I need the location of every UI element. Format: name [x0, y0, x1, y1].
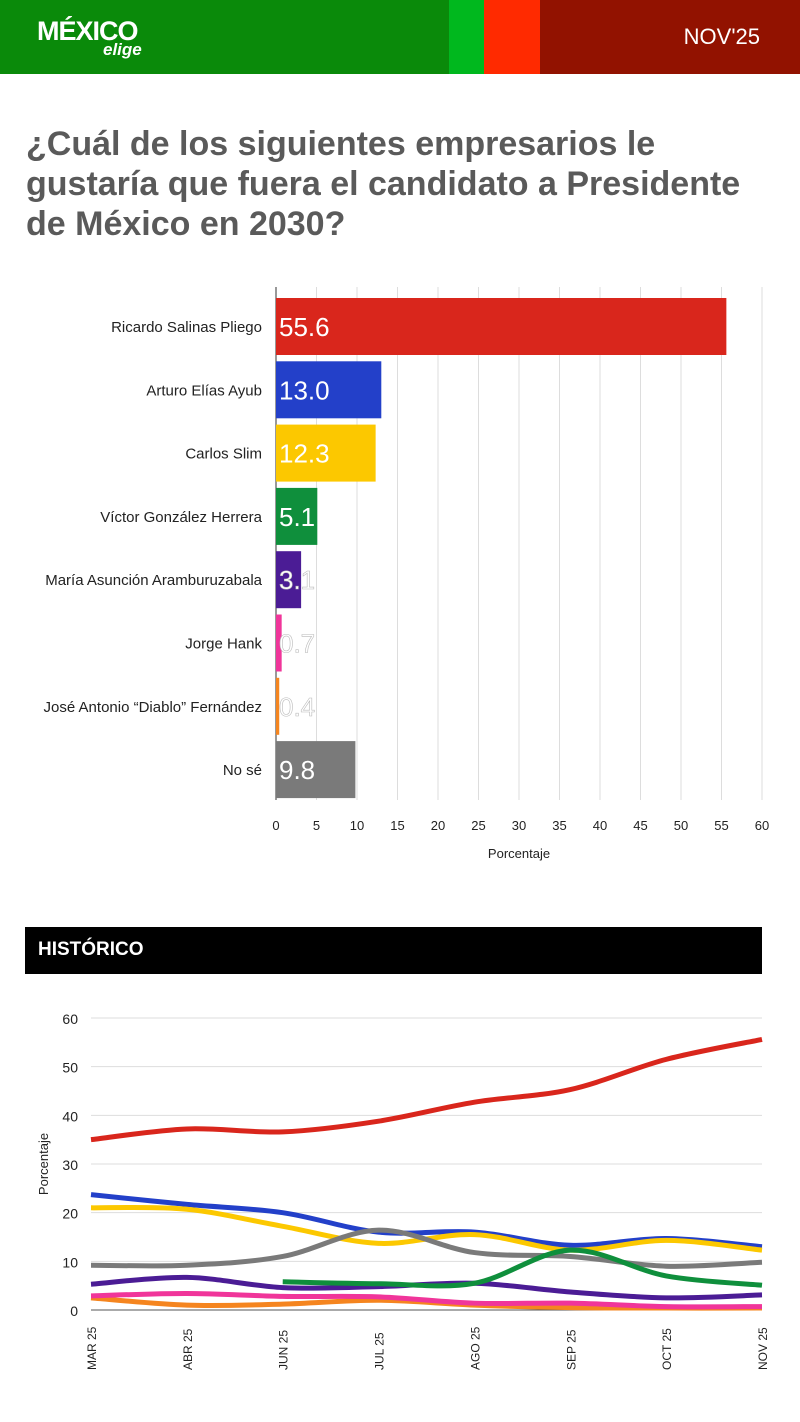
- category-label: Carlos Slim: [185, 446, 262, 463]
- bar: [276, 424, 376, 482]
- edition-date: NOV'25: [683, 24, 760, 49]
- data-label: 12.3: [279, 439, 330, 469]
- bar: [276, 741, 356, 799]
- historico-label: HISTÓRICO: [38, 939, 144, 960]
- category-label: No sé: [223, 762, 262, 779]
- line-chart: 0 10 20 30 40 50 60 MAR 25 ABR 25 JUN 25 JUL 25 AGO…: [36, 1011, 770, 1370]
- y-tick-label: 60: [62, 1011, 78, 1027]
- flag-stripe-darkred: [540, 0, 800, 74]
- series-line: [282, 1247, 763, 1289]
- x-tick-label: 40: [593, 818, 607, 833]
- series-line: [90, 1290, 763, 1310]
- x-tick-label: 45: [633, 818, 647, 833]
- y-tick-label: 0: [70, 1303, 78, 1319]
- x-tick-label: 35: [552, 818, 566, 833]
- category-label: José Antonio “Diablo” Fernández: [44, 699, 262, 716]
- x-tick-label: SEP 25: [564, 1329, 578, 1370]
- logo-main: MÉXICO: [37, 16, 139, 46]
- header-banner: MÉXICO elige NOV'25: [0, 0, 800, 74]
- logo-sub: elige: [103, 40, 142, 59]
- x-tick-label: 10: [350, 818, 364, 833]
- category-label: Jorge Hank: [185, 636, 262, 653]
- x-tick-label: OCT 25: [660, 1328, 674, 1370]
- x-tick-label: 5: [313, 818, 320, 833]
- x-tick-label: 60: [755, 818, 769, 833]
- category-label: Arturo Elías Ayub: [146, 382, 262, 399]
- y-tick-label: 10: [62, 1254, 78, 1270]
- flag-stripe-lightgreen: [449, 0, 484, 74]
- data-label: 5.1: [279, 502, 315, 532]
- historico-header: HISTÓRICO: [25, 927, 762, 974]
- page-title: ¿Cuál de los siguientes empresarios le g…: [26, 125, 741, 243]
- bar: [276, 298, 727, 355]
- logo: MÉXICO elige: [37, 16, 142, 59]
- x-tick-label: 30: [512, 818, 526, 833]
- flag-stripe-red: [484, 0, 540, 74]
- x-tick-label: JUL 25: [373, 1332, 387, 1370]
- data-label: 13.0: [279, 375, 330, 405]
- bar: [276, 551, 302, 609]
- x-tick-label: MAR 25: [85, 1326, 99, 1370]
- series-line: [90, 1204, 763, 1253]
- x-tick-label: 20: [431, 818, 445, 833]
- data-label: 0.4: [279, 692, 315, 722]
- x-tick-label: 50: [674, 818, 688, 833]
- y-tick-label: 50: [62, 1060, 78, 1076]
- x-axis-title: Porcentaje: [488, 846, 550, 861]
- category-label: Ricardo Salinas Pliego: [111, 319, 262, 336]
- data-label: 55.6: [279, 312, 330, 342]
- y-axis-title: Porcentaje: [36, 1133, 51, 1195]
- x-tick-label: ABR 25: [181, 1328, 195, 1370]
- bar: [276, 614, 282, 672]
- series-line: [90, 1227, 763, 1269]
- x-tick-label: 55: [714, 818, 728, 833]
- y-tick-label: 40: [62, 1108, 78, 1124]
- x-tick-label: 15: [390, 818, 404, 833]
- category-label: Víctor González Herrera: [100, 509, 262, 526]
- x-tick-label: NOV 25: [756, 1327, 770, 1370]
- x-tick-label: 0: [272, 818, 279, 833]
- y-tick-label: 30: [62, 1157, 78, 1173]
- category-label: María Asunción Aramburuzabala: [45, 572, 262, 589]
- bar: [276, 361, 382, 419]
- x-tick-label: 25: [471, 818, 485, 833]
- series-line: [90, 1036, 763, 1143]
- data-label: 9.8: [279, 755, 315, 785]
- bar: [276, 677, 280, 735]
- flag-stripe-green: [0, 0, 449, 74]
- x-tick-label: JUN 25: [277, 1330, 291, 1370]
- x-tick-label: AGO 25: [468, 1326, 482, 1370]
- data-label: 3.1: [279, 565, 315, 595]
- data-label: 0.7: [279, 629, 315, 659]
- bar: [276, 487, 318, 545]
- bar-chart: 0 5 10 15 20 25 30 35 40 45 50 55 60 Ricardo Salinas …: [44, 287, 769, 861]
- y-tick-label: 20: [62, 1206, 78, 1222]
